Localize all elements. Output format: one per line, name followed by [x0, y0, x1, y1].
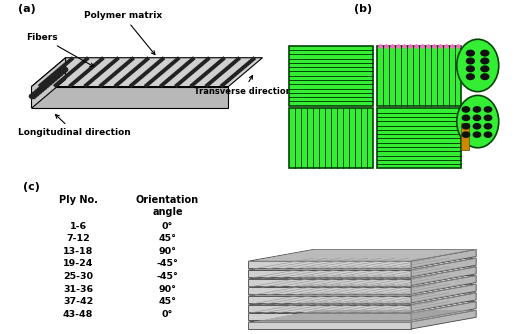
Text: 1-6: 1-6	[69, 222, 87, 231]
Circle shape	[462, 132, 470, 137]
Text: Transverse direction: Transverse direction	[194, 75, 292, 96]
Circle shape	[481, 66, 489, 71]
Polygon shape	[411, 310, 476, 329]
Polygon shape	[411, 293, 476, 312]
Polygon shape	[248, 279, 411, 286]
Text: (b): (b)	[354, 4, 373, 14]
Polygon shape	[32, 58, 262, 87]
Text: Polymer matrix: Polymer matrix	[84, 11, 162, 54]
Circle shape	[53, 74, 60, 78]
Circle shape	[40, 85, 47, 90]
Circle shape	[29, 94, 36, 99]
Polygon shape	[411, 267, 476, 286]
Circle shape	[32, 92, 39, 97]
Circle shape	[466, 58, 475, 64]
Polygon shape	[248, 310, 476, 322]
Circle shape	[45, 80, 52, 85]
Circle shape	[481, 74, 489, 79]
Polygon shape	[248, 284, 476, 296]
Circle shape	[484, 107, 491, 112]
Text: Fibers: Fibers	[26, 33, 93, 66]
Circle shape	[466, 50, 475, 56]
Circle shape	[61, 67, 68, 72]
Text: 7-12: 7-12	[66, 234, 90, 243]
Polygon shape	[248, 302, 476, 313]
Polygon shape	[32, 87, 228, 108]
Circle shape	[481, 58, 489, 64]
Polygon shape	[32, 58, 66, 108]
Polygon shape	[248, 267, 476, 279]
Polygon shape	[248, 322, 411, 329]
Circle shape	[43, 83, 49, 88]
Circle shape	[484, 115, 491, 121]
Circle shape	[474, 132, 481, 137]
Polygon shape	[248, 276, 476, 287]
Polygon shape	[248, 258, 476, 270]
Polygon shape	[377, 109, 461, 168]
Polygon shape	[248, 287, 411, 294]
Text: -45°: -45°	[156, 260, 178, 269]
Circle shape	[481, 50, 489, 56]
Polygon shape	[248, 296, 411, 303]
Polygon shape	[411, 302, 476, 320]
Circle shape	[462, 107, 470, 112]
Text: 13-18: 13-18	[63, 247, 93, 256]
Circle shape	[462, 115, 470, 121]
Text: 90°: 90°	[159, 285, 176, 294]
Polygon shape	[248, 270, 411, 277]
Circle shape	[466, 66, 475, 71]
Text: 31-36: 31-36	[63, 285, 93, 294]
Text: Longitudinal direction: Longitudinal direction	[18, 115, 131, 137]
Circle shape	[474, 115, 481, 121]
Text: 43-48: 43-48	[63, 310, 93, 319]
Circle shape	[35, 90, 41, 94]
Polygon shape	[248, 305, 411, 312]
Polygon shape	[248, 249, 476, 261]
Text: 45°: 45°	[159, 297, 176, 306]
Text: Ply No.: Ply No.	[59, 195, 98, 205]
Polygon shape	[289, 109, 373, 168]
Polygon shape	[411, 284, 476, 303]
Polygon shape	[377, 46, 461, 106]
Text: 0°: 0°	[162, 222, 173, 231]
Circle shape	[50, 76, 57, 81]
Text: -45°: -45°	[156, 272, 178, 281]
Circle shape	[474, 124, 481, 129]
Circle shape	[58, 69, 65, 74]
Polygon shape	[411, 249, 476, 268]
Ellipse shape	[457, 39, 499, 92]
Circle shape	[484, 132, 491, 137]
Polygon shape	[248, 313, 411, 320]
Circle shape	[48, 78, 55, 83]
Text: 0°: 0°	[162, 310, 173, 319]
Circle shape	[474, 107, 481, 112]
Text: 90°: 90°	[159, 247, 176, 256]
Text: 25-30: 25-30	[63, 272, 93, 281]
Polygon shape	[411, 276, 476, 294]
Circle shape	[462, 124, 470, 129]
Text: (c): (c)	[23, 182, 39, 192]
Text: 37-42: 37-42	[63, 297, 93, 306]
Circle shape	[466, 74, 475, 79]
Circle shape	[37, 87, 44, 92]
Text: 19-24: 19-24	[63, 260, 93, 269]
Circle shape	[484, 124, 491, 129]
Polygon shape	[289, 46, 373, 106]
Circle shape	[56, 72, 62, 76]
Bar	[461, 124, 468, 150]
Polygon shape	[248, 293, 476, 305]
Polygon shape	[248, 261, 411, 268]
Polygon shape	[411, 258, 476, 277]
Ellipse shape	[457, 96, 499, 148]
Text: 45°: 45°	[159, 234, 176, 243]
Text: (a): (a)	[18, 4, 36, 14]
Text: Orientation
angle: Orientation angle	[136, 195, 199, 217]
